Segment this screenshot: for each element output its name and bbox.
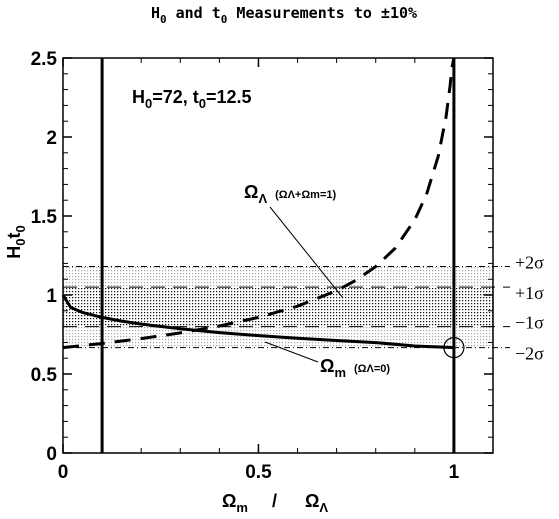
sigma-bands [63, 266, 510, 349]
omega-lambda-label: ΩΛ (ΩΛ+Ωm=1) [244, 182, 336, 206]
vertical-lines [100, 58, 456, 453]
plot-frame [62, 57, 494, 454]
x-tick-label: 1 [449, 462, 460, 483]
chart-title: H0 and t0 Measurements to ±10% [151, 4, 417, 26]
omega-m-leader [264, 341, 319, 363]
sigma-label: −1σ [515, 313, 544, 333]
series-curves [61, 57, 465, 359]
endpoint-marker [443, 337, 465, 359]
y-axis-label: H0t0 [4, 225, 28, 258]
text-labels: ΩΛ (ΩΛ+Ωm=1) Ωm (ΩΛ=0) +2σ +1σ −1σ −2σ [244, 182, 544, 380]
omega-lambda-curve [62, 57, 456, 350]
band-1sigma-fill [63, 287, 493, 327]
x-tick-label: 0 [58, 462, 69, 483]
y-tick-label: 0 [46, 444, 57, 465]
y-tick-label: 1 [46, 286, 57, 307]
axis-ticks: 0 0.5 1 1.5 2 2.5 0 0.5 1 [31, 49, 494, 483]
y-tick-label: 0.5 [31, 365, 58, 386]
sigma-label: −2σ [515, 344, 544, 364]
y-tick-label: 2 [46, 128, 57, 149]
omega-m-label: Ωm (ΩΛ=0) [320, 356, 390, 380]
sigma-label: +1σ [515, 283, 544, 303]
title-text: H [151, 4, 160, 22]
annotation-h0-t0: H0=72, t0=12.5 [132, 87, 252, 111]
omega-lambda-leader [269, 206, 344, 299]
y-tick-label: 2.5 [31, 49, 58, 70]
y-tick-label: 1.5 [31, 207, 58, 228]
x-tick-label: 0.5 [245, 462, 272, 483]
x-axis-label: Ωm / ΩΛ [222, 491, 328, 515]
sigma-label: +2σ [515, 253, 544, 273]
